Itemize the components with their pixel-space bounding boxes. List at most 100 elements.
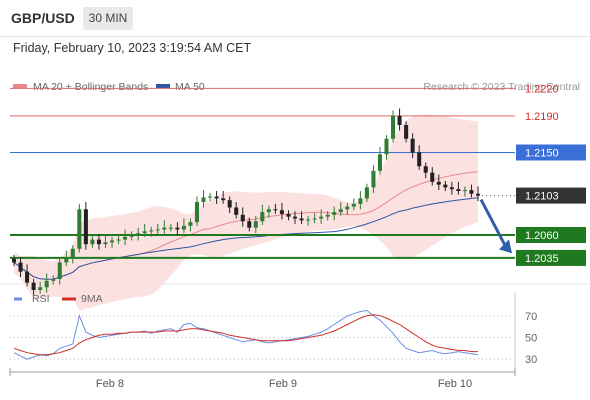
candle-body <box>129 235 134 237</box>
candle-body <box>384 138 389 155</box>
rsi-tick-label: 70 <box>525 311 537 323</box>
candle-body <box>168 227 173 229</box>
candle-body <box>44 280 49 288</box>
candle-body <box>175 227 180 230</box>
candle-body <box>201 197 206 202</box>
legend-label-9ma: 9MA <box>81 293 103 305</box>
candle-body <box>364 187 369 199</box>
legend-label-rsi: RSI <box>32 293 50 305</box>
candle-body <box>31 282 36 290</box>
candle-body <box>208 196 213 198</box>
candle-body <box>332 212 337 215</box>
legend-swatch-ma20 <box>13 84 27 88</box>
watermark: Research © 2023 Trading Central <box>423 81 580 93</box>
candle-body <box>214 196 219 199</box>
candle-body <box>358 198 363 204</box>
forecast-arrow-head <box>499 239 512 254</box>
candle-body <box>475 193 481 196</box>
candle-body <box>51 279 56 281</box>
candle-body <box>194 202 200 223</box>
candle-body <box>436 181 441 185</box>
candle-body <box>136 233 141 235</box>
candle-body <box>462 190 467 192</box>
candle-body <box>83 209 88 245</box>
candle-body <box>377 154 382 171</box>
candle-body <box>410 138 415 153</box>
symbol-label: GBP/USD <box>11 10 75 26</box>
timeframe-button[interactable]: 30 MIN <box>83 7 133 30</box>
candle-body <box>279 210 284 214</box>
candle-body <box>449 187 454 190</box>
candle-body <box>240 214 245 222</box>
candle-body <box>77 209 82 249</box>
candle-body <box>345 206 350 210</box>
candle-body <box>292 216 298 219</box>
candle-body <box>149 230 154 232</box>
current-price-label: 1.2103 <box>525 191 559 203</box>
candle-body <box>221 198 226 201</box>
current-price-label-box <box>516 187 586 204</box>
candle-body <box>325 214 330 217</box>
candle-body <box>25 271 30 283</box>
time-tick-label: Feb 8 <box>96 378 124 390</box>
candle-body <box>142 231 147 234</box>
candle-body <box>260 212 265 222</box>
candle-body <box>57 262 62 279</box>
time-tick-label: Feb 10 <box>438 378 472 390</box>
rsi-ma-line <box>13 314 478 356</box>
candle-body <box>469 190 474 194</box>
candle-body <box>397 115 402 125</box>
candle-body <box>70 248 75 258</box>
support-label-box <box>516 227 586 243</box>
ma50-line <box>13 197 479 280</box>
candle-body <box>116 239 121 241</box>
legend-label-ma20: MA 20 + Bollinger Bands <box>33 81 148 93</box>
candle-body <box>18 262 23 272</box>
candle-body <box>266 209 271 213</box>
legend-label-ma50: MA 50 <box>175 81 205 93</box>
candle-body <box>64 257 69 263</box>
candle-body <box>162 227 167 230</box>
candle-body <box>188 222 193 226</box>
candle-body <box>319 216 324 219</box>
candle-body <box>443 184 448 188</box>
candle-body <box>273 209 278 211</box>
resistance-label: 1.2220 <box>525 83 559 95</box>
candle-body <box>110 240 115 243</box>
candle-body <box>234 207 239 215</box>
candle-body <box>312 218 317 220</box>
candle-body <box>247 221 252 228</box>
candle-body <box>253 221 258 228</box>
candle-body <box>404 125 409 139</box>
candle-body <box>423 166 428 173</box>
support-label: 1.2060 <box>525 230 559 242</box>
candle-body <box>38 287 43 290</box>
candle-body <box>299 218 304 221</box>
legend-swatch-ma50 <box>156 84 170 88</box>
candle-body <box>227 200 232 208</box>
candle-body <box>96 239 101 245</box>
candle-body <box>456 189 461 191</box>
candle-body <box>90 239 95 245</box>
candle-body <box>155 229 160 231</box>
candle-body <box>103 242 108 245</box>
candle-body <box>417 152 422 167</box>
candle-body <box>430 172 435 182</box>
time-tick-label: Feb 9 <box>269 378 297 390</box>
candle-body <box>391 115 396 139</box>
rsi-tick-label: 50 <box>525 333 537 345</box>
pivot-label: 1.2150 <box>525 148 559 160</box>
forecast-arrow-shaft <box>479 198 507 247</box>
candle-body <box>181 225 186 230</box>
rsi-line <box>13 309 479 360</box>
timestamp: Friday, February 10, 2023 3:19:54 AM CET <box>13 41 252 55</box>
resistance-label: 1.2190 <box>525 111 559 123</box>
candle-body <box>338 209 343 213</box>
candle-body <box>351 203 356 207</box>
support-label: 1.2035 <box>525 253 559 265</box>
bollinger-band-area <box>14 114 478 311</box>
candle-body <box>286 213 291 217</box>
pivot-label-box <box>516 144 586 161</box>
candle-body <box>306 219 311 221</box>
